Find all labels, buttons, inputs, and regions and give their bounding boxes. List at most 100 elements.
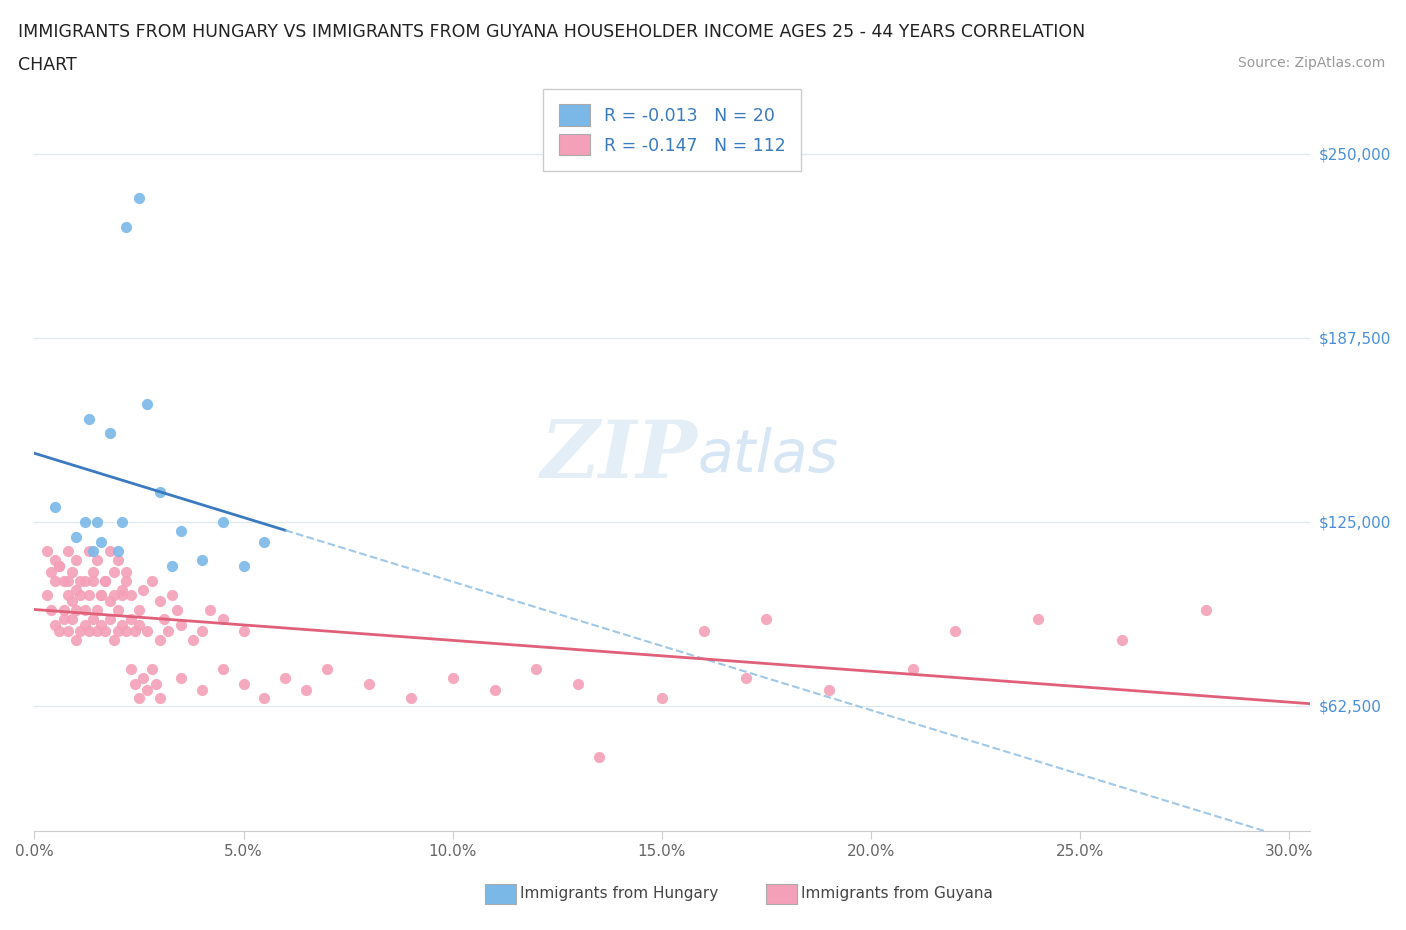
Point: [132, 582, 155, 597]
Point: [1028, 612, 1050, 627]
Point: [56, 573, 79, 588]
Point: [484, 683, 506, 698]
Point: [136, 683, 159, 698]
Point: [111, 582, 134, 597]
Point: [94, 623, 117, 638]
Point: [82, 565, 104, 579]
Point: [190, 683, 212, 698]
Point: [166, 603, 188, 618]
Point: [755, 612, 778, 627]
Point: [77, 588, 100, 603]
Point: [145, 676, 167, 691]
Point: [211, 612, 233, 627]
Point: [141, 573, 163, 588]
Point: [90, 588, 112, 603]
Point: [1195, 603, 1218, 618]
Point: [399, 691, 422, 706]
Point: [524, 661, 547, 676]
Point: [136, 396, 159, 411]
Point: [316, 661, 339, 676]
Point: [232, 676, 254, 691]
Point: [98, 426, 121, 441]
Point: [56, 544, 79, 559]
Point: [86, 514, 108, 529]
Point: [90, 588, 112, 603]
Point: [132, 671, 155, 685]
Point: [77, 411, 100, 426]
Point: [128, 618, 150, 632]
Text: CHART: CHART: [18, 56, 77, 73]
Point: [103, 588, 125, 603]
Point: [357, 676, 380, 691]
Point: [107, 623, 129, 638]
Point: [107, 603, 129, 618]
Point: [48, 623, 70, 638]
Point: [232, 559, 254, 574]
Point: [39, 565, 62, 579]
Point: [115, 623, 138, 638]
Point: [69, 588, 91, 603]
Point: [107, 552, 129, 567]
Point: [153, 612, 176, 627]
Point: [198, 603, 221, 618]
Point: [90, 618, 112, 632]
Point: [149, 485, 172, 499]
Point: [211, 514, 233, 529]
Point: [124, 623, 146, 638]
Point: [73, 514, 96, 529]
Point: [1111, 632, 1133, 647]
Point: [90, 535, 112, 550]
Point: [35, 588, 58, 603]
Point: [103, 632, 125, 647]
Point: [115, 573, 138, 588]
Point: [73, 603, 96, 618]
Point: [98, 612, 121, 627]
Legend: R = -0.013   N = 20, R = -0.147   N = 112: R = -0.013 N = 20, R = -0.147 N = 112: [543, 88, 801, 171]
Point: [115, 219, 138, 234]
Point: [65, 632, 87, 647]
Point: [734, 671, 756, 685]
Point: [111, 618, 134, 632]
Point: [56, 623, 79, 638]
Point: [86, 552, 108, 567]
Point: [52, 612, 75, 627]
Text: IMMIGRANTS FROM HUNGARY VS IMMIGRANTS FROM GUYANA HOUSEHOLDER INCOME AGES 25 - 4: IMMIGRANTS FROM HUNGARY VS IMMIGRANTS FR…: [18, 23, 1085, 41]
Point: [107, 544, 129, 559]
Text: Immigrants from Guyana: Immigrants from Guyana: [801, 886, 993, 901]
Point: [170, 671, 193, 685]
Point: [39, 603, 62, 618]
Point: [274, 671, 297, 685]
Point: [69, 623, 91, 638]
Point: [44, 573, 66, 588]
Point: [73, 618, 96, 632]
Point: [60, 612, 83, 627]
Point: [818, 683, 841, 698]
Point: [82, 612, 104, 627]
Text: Source: ZipAtlas.com: Source: ZipAtlas.com: [1237, 56, 1385, 70]
Point: [567, 676, 589, 691]
Point: [253, 535, 276, 550]
Point: [82, 573, 104, 588]
Point: [52, 573, 75, 588]
Point: [111, 588, 134, 603]
Point: [48, 559, 70, 574]
Point: [253, 691, 276, 706]
Point: [128, 603, 150, 618]
Point: [94, 573, 117, 588]
Point: [211, 661, 233, 676]
Point: [170, 524, 193, 538]
Point: [77, 544, 100, 559]
Point: [98, 544, 121, 559]
Point: [52, 603, 75, 618]
Point: [157, 623, 180, 638]
Point: [56, 588, 79, 603]
Point: [162, 588, 184, 603]
Point: [120, 661, 142, 676]
Point: [149, 632, 172, 647]
Point: [65, 582, 87, 597]
Point: [65, 603, 87, 618]
Point: [111, 514, 134, 529]
Point: [82, 544, 104, 559]
Text: ZIP: ZIP: [541, 417, 697, 495]
Point: [128, 691, 150, 706]
